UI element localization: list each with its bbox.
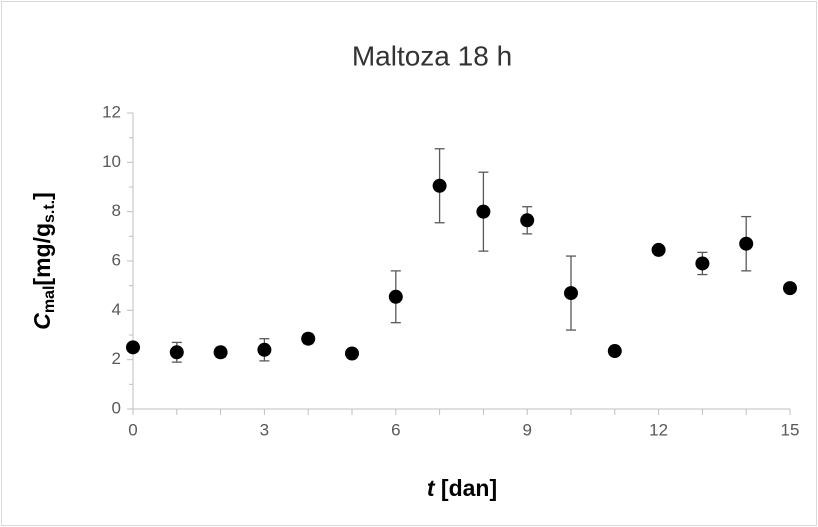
x-tick-label: 3: [260, 420, 269, 439]
y-tick-label: 8: [112, 201, 121, 220]
y-tick-label: 4: [112, 300, 121, 319]
chart-title: Maltoza 18 h: [352, 40, 512, 71]
y-axis-unit-sub: s.t.: [41, 200, 58, 223]
x-tick-label: 9: [522, 420, 531, 439]
point: [388, 289, 403, 304]
point: [476, 204, 491, 219]
point: [257, 342, 272, 357]
x-tick-label: 12: [649, 420, 668, 439]
y-axis-unit: [mg/g: [29, 223, 55, 286]
y-axis-label: Cmal[mg/gs.t.]: [29, 192, 58, 330]
y-axis-close: ]: [29, 192, 55, 200]
y-tick-label: 12: [102, 102, 121, 121]
x-axis-var: t: [427, 475, 436, 501]
y-tick-label: 0: [112, 398, 121, 417]
point: [695, 256, 710, 271]
point: [345, 346, 359, 361]
y-tick-label: 2: [112, 349, 121, 368]
point: [520, 213, 535, 228]
point: [432, 178, 447, 193]
y-tick-label: 6: [112, 250, 121, 269]
x-tick-label: 0: [128, 420, 137, 439]
point: [739, 236, 754, 251]
point: [169, 345, 184, 360]
x-axis-label: t [dan]: [427, 475, 497, 501]
point: [564, 286, 578, 301]
x-tick-label: 6: [391, 420, 400, 439]
point: [126, 340, 140, 355]
x-tick-label: 15: [781, 420, 800, 439]
point: [301, 331, 316, 346]
point: [783, 281, 797, 296]
point: [213, 345, 228, 360]
point: [651, 242, 666, 257]
x-axis-unit: [dan]: [435, 475, 498, 501]
y-axis-var-sub: mal: [41, 286, 58, 314]
y-axis-var: C: [29, 313, 55, 330]
y-tick-label: 10: [102, 152, 121, 171]
point: [607, 344, 622, 359]
